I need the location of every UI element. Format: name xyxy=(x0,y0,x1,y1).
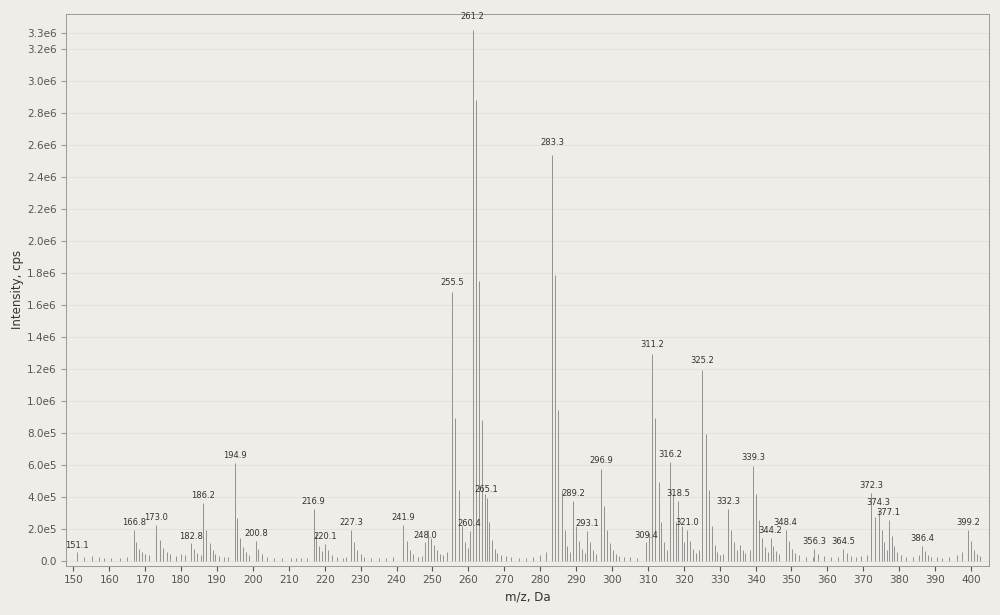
Text: 348.4: 348.4 xyxy=(774,518,798,527)
Text: 293.1: 293.1 xyxy=(575,520,599,528)
X-axis label: m/z, Da: m/z, Da xyxy=(505,591,550,604)
Text: 356.3: 356.3 xyxy=(802,538,826,546)
Text: 194.9: 194.9 xyxy=(223,451,246,459)
Text: 339.3: 339.3 xyxy=(741,453,765,462)
Text: 182.8: 182.8 xyxy=(179,531,203,541)
Text: 309.4: 309.4 xyxy=(634,531,658,540)
Text: 372.3: 372.3 xyxy=(859,481,883,490)
Text: 241.9: 241.9 xyxy=(392,513,415,522)
Text: 386.4: 386.4 xyxy=(910,534,934,543)
Text: 364.5: 364.5 xyxy=(832,538,855,546)
Y-axis label: Intensity, cps: Intensity, cps xyxy=(11,250,24,329)
Text: 318.5: 318.5 xyxy=(666,489,690,498)
Text: 316.2: 316.2 xyxy=(658,450,682,459)
Text: 261.2: 261.2 xyxy=(461,12,485,21)
Text: 200.8: 200.8 xyxy=(244,529,268,538)
Text: 173.0: 173.0 xyxy=(144,513,168,522)
Text: 186.2: 186.2 xyxy=(191,491,215,500)
Text: 344.2: 344.2 xyxy=(759,526,782,535)
Text: 332.3: 332.3 xyxy=(716,497,740,506)
Text: 265.1: 265.1 xyxy=(475,485,499,494)
Text: 311.2: 311.2 xyxy=(640,340,664,349)
Text: 325.2: 325.2 xyxy=(691,356,714,365)
Text: 248.0: 248.0 xyxy=(413,531,437,540)
Text: 227.3: 227.3 xyxy=(339,518,363,527)
Text: 321.0: 321.0 xyxy=(675,518,699,527)
Text: 255.5: 255.5 xyxy=(440,277,464,287)
Text: 399.2: 399.2 xyxy=(956,518,980,527)
Text: 220.1: 220.1 xyxy=(313,533,337,541)
Text: 166.8: 166.8 xyxy=(122,518,146,527)
Text: 260.4: 260.4 xyxy=(458,520,482,528)
Text: 377.1: 377.1 xyxy=(877,508,901,517)
Text: 374.3: 374.3 xyxy=(867,498,891,507)
Text: 216.9: 216.9 xyxy=(302,497,325,506)
Text: 283.3: 283.3 xyxy=(540,138,564,148)
Text: 151.1: 151.1 xyxy=(66,541,89,550)
Text: 289.2: 289.2 xyxy=(561,489,585,498)
Text: 296.9: 296.9 xyxy=(589,456,613,466)
